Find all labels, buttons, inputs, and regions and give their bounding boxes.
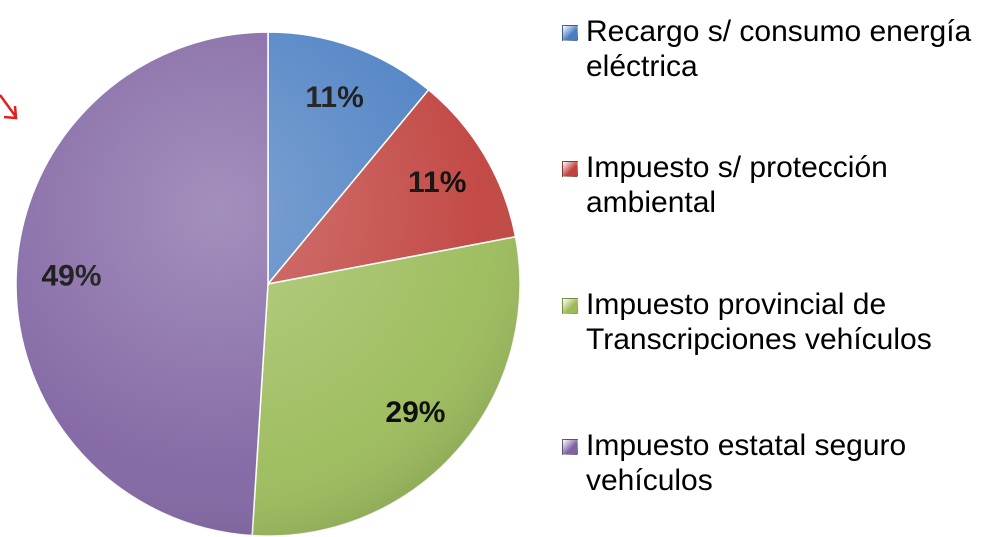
legend-item: Impuesto estatal seguro vehículos (562, 428, 982, 498)
legend-item: Recargo s/ consumo energía eléctrica (562, 14, 982, 84)
legend-item: Impuesto s/ protección ambiental (562, 150, 982, 220)
pie-slice (251, 235, 521, 537)
legend-item: Impuesto provincial de Transcripciones v… (562, 287, 982, 357)
data-label: 11% (408, 166, 466, 199)
data-label: 49% (42, 260, 102, 293)
legend-label: Impuesto estatal seguro vehículos (586, 429, 907, 497)
legend-swatch (562, 298, 578, 314)
legend-swatch (562, 25, 578, 41)
arrow (0, 94, 18, 120)
legend-label: Recargo s/ consumo energía eléctrica (586, 15, 972, 83)
data-label: 11% (305, 81, 363, 114)
legend-label: Impuesto provincial de Transcripciones v… (586, 288, 932, 356)
legend-swatch (562, 439, 578, 455)
data-label: 29% (385, 396, 445, 429)
legend-swatch (562, 161, 578, 177)
legend-label: Impuesto s/ protección ambiental (586, 151, 888, 219)
